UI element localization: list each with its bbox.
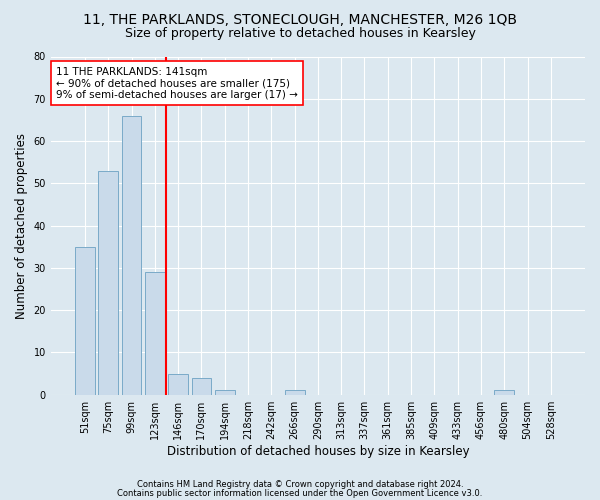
Bar — [285, 390, 305, 394]
Bar — [215, 390, 235, 394]
Bar — [122, 116, 142, 394]
X-axis label: Distribution of detached houses by size in Kearsley: Distribution of detached houses by size … — [167, 444, 469, 458]
Bar — [75, 246, 95, 394]
Text: 11, THE PARKLANDS, STONECLOUGH, MANCHESTER, M26 1QB: 11, THE PARKLANDS, STONECLOUGH, MANCHEST… — [83, 12, 517, 26]
Bar — [191, 378, 211, 394]
Text: Size of property relative to detached houses in Kearsley: Size of property relative to detached ho… — [125, 28, 475, 40]
Bar — [145, 272, 165, 394]
Text: Contains HM Land Registry data © Crown copyright and database right 2024.: Contains HM Land Registry data © Crown c… — [137, 480, 463, 489]
Bar — [494, 390, 514, 394]
Text: Contains public sector information licensed under the Open Government Licence v3: Contains public sector information licen… — [118, 490, 482, 498]
Y-axis label: Number of detached properties: Number of detached properties — [15, 132, 28, 318]
Bar — [168, 374, 188, 394]
Bar — [98, 170, 118, 394]
Text: 11 THE PARKLANDS: 141sqm
← 90% of detached houses are smaller (175)
9% of semi-d: 11 THE PARKLANDS: 141sqm ← 90% of detach… — [56, 66, 298, 100]
